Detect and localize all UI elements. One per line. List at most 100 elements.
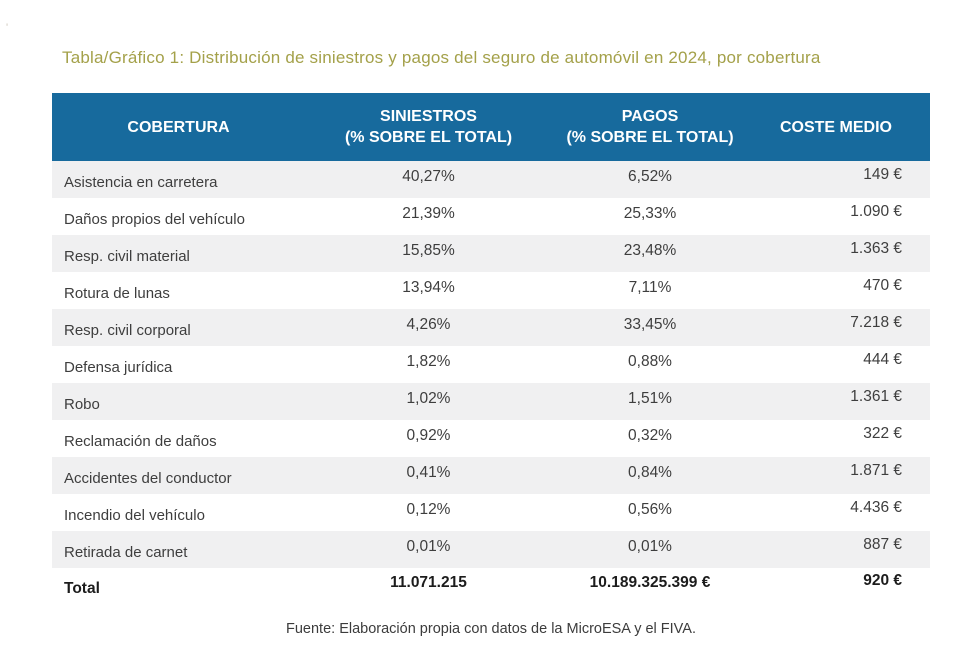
siniestros-value: 0,41% — [406, 463, 451, 481]
cell-cobertura: Resp. civil material — [52, 235, 305, 272]
pagos-value: 0,88% — [628, 352, 672, 370]
table-row: Accidentes del conductor 0,41% 0,84% 1.8… — [52, 457, 930, 494]
cell-cobertura: Accidentes del conductor — [52, 457, 305, 494]
coste-value: 1.361 € — [850, 387, 902, 405]
row-label: Daños propios del vehículo — [64, 211, 245, 228]
cell-coste-medio: 322 € — [748, 420, 930, 457]
table-row: Incendio del vehículo 0,12% 0,56% 4.436 … — [52, 494, 930, 531]
cell-pagos: 6,52% — [552, 161, 748, 198]
coste-value: 1.363 € — [850, 239, 902, 257]
table-row: Daños propios del vehículo 21,39% 25,33%… — [52, 198, 930, 235]
cell-siniestros: 0,41% — [305, 457, 552, 494]
siniestros-value: 4,26% — [406, 315, 451, 333]
column-header-cobertura: COBERTURA — [52, 93, 305, 161]
row-label: Resp. civil material — [64, 248, 190, 265]
cell-siniestros: 21,39% — [305, 198, 552, 235]
row-label: Retirada de carnet — [64, 544, 188, 561]
cell-siniestros: 1,82% — [305, 346, 552, 383]
cell-siniestros: 40,27% — [305, 161, 552, 198]
table-header: COBERTURA SINIESTROS (% SOBRE EL TOTAL) … — [52, 93, 930, 161]
table-row: Rotura de lunas 13,94% 7,11% 470 € — [52, 272, 930, 309]
cell-coste-medio: 7.218 € — [748, 309, 930, 346]
column-header-label-line2: (% SOBRE EL TOTAL) — [344, 129, 513, 146]
cell-siniestros: 13,94% — [305, 272, 552, 309]
column-header-pagos: PAGOS (% SOBRE EL TOTAL) — [552, 93, 748, 161]
cell-cobertura: Rotura de lunas — [52, 272, 305, 309]
coste-value: 887 € — [863, 535, 902, 553]
cell-siniestros: 1,02% — [305, 383, 552, 420]
pagos-value: 25,33% — [623, 204, 677, 222]
pagos-value: 0,84% — [628, 463, 672, 481]
cell-cobertura: Robo — [52, 383, 305, 420]
siniestros-value: 15,85% — [402, 241, 455, 259]
column-header-label-line2: (% SOBRE EL TOTAL) — [566, 129, 734, 146]
cell-cobertura: Retirada de carnet — [52, 531, 305, 568]
cell-coste-medio: 1.363 € — [748, 235, 930, 272]
cell-coste-medio: 444 € — [748, 346, 930, 383]
cell-cobertura: Resp. civil corporal — [52, 309, 305, 346]
cell-cobertura: Incendio del vehículo — [52, 494, 305, 531]
siniestros-value: 13,94% — [402, 278, 455, 296]
pagos-value: 0,56% — [628, 500, 672, 518]
cell-pagos: 0,32% — [552, 420, 748, 457]
total-coste-value: 920 € — [863, 572, 902, 589]
row-label: Defensa jurídica — [64, 359, 173, 376]
table-container: COBERTURA SINIESTROS (% SOBRE EL TOTAL) … — [52, 93, 930, 637]
cell-cobertura: Asistencia en carretera — [52, 161, 305, 198]
pagos-value: 7,11% — [628, 278, 672, 296]
cell-cobertura: Daños propios del vehículo — [52, 198, 305, 235]
header-row: COBERTURA SINIESTROS (% SOBRE EL TOTAL) … — [52, 93, 930, 161]
figure-title: Tabla/Gráfico 1: Distribución de siniest… — [62, 48, 821, 67]
row-label: Accidentes del conductor — [64, 470, 232, 487]
total-row: Total 11.071.215 10.189.325.399 € 920 € — [52, 568, 930, 604]
cell-cobertura: Reclamación de daños — [52, 420, 305, 457]
row-label: Incendio del vehículo — [64, 507, 205, 524]
column-header-label: COBERTURA — [127, 118, 230, 136]
cell-pagos: 0,84% — [552, 457, 748, 494]
cell-coste-medio: 1.090 € — [748, 198, 930, 235]
siniestros-value: 0,01% — [406, 537, 451, 555]
cell-pagos: 25,33% — [552, 198, 748, 235]
pagos-value: 0,01% — [628, 537, 672, 555]
table-row: Resp. civil corporal 4,26% 33,45% 7.218 … — [52, 309, 930, 346]
column-header-coste-medio: COSTE MEDIO — [748, 93, 930, 161]
table-row: Asistencia en carretera 40,27% 6,52% 149… — [52, 161, 930, 198]
coste-value: 1.090 € — [850, 202, 902, 220]
cell-coste-medio: 1.361 € — [748, 383, 930, 420]
siniestros-value: 0,12% — [406, 500, 451, 518]
table-row: Retirada de carnet 0,01% 0,01% 887 € — [52, 531, 930, 568]
cell-pagos: 33,45% — [552, 309, 748, 346]
coste-value: 322 € — [863, 424, 902, 442]
table-row: Reclamación de daños 0,92% 0,32% 322 € — [52, 420, 930, 457]
stray-mark: ' — [6, 22, 9, 34]
cell-cobertura: Defensa jurídica — [52, 346, 305, 383]
cell-total-siniestros: 11.071.215 — [305, 568, 552, 604]
cell-pagos: 0,56% — [552, 494, 748, 531]
cell-coste-medio: 149 € — [748, 161, 930, 198]
data-table: COBERTURA SINIESTROS (% SOBRE EL TOTAL) … — [52, 93, 930, 604]
total-label: Total — [64, 580, 100, 597]
source-caption: Fuente: Elaboración propia con datos de … — [286, 621, 696, 637]
row-label: Resp. civil corporal — [64, 322, 191, 339]
table-row: Robo 1,02% 1,51% 1.361 € — [52, 383, 930, 420]
pagos-value: 33,45% — [623, 315, 677, 333]
total-pagos-value: 10.189.325.399 € — [589, 574, 711, 591]
siniestros-value: 21,39% — [402, 204, 455, 222]
pagos-value: 23,48% — [623, 241, 677, 259]
cell-total-label: Total — [52, 568, 305, 604]
cell-coste-medio: 4.436 € — [748, 494, 930, 531]
pagos-value: 1,51% — [628, 389, 672, 407]
siniestros-value: 40,27% — [402, 167, 455, 185]
cell-pagos: 0,01% — [552, 531, 748, 568]
total-siniestros-value: 11.071.215 — [390, 574, 467, 591]
coste-value: 149 € — [863, 165, 902, 183]
table-row: Resp. civil material 15,85% 23,48% 1.363… — [52, 235, 930, 272]
cell-total-pagos: 10.189.325.399 € — [552, 568, 748, 604]
coste-value: 470 € — [863, 276, 902, 294]
table-body: Asistencia en carretera 40,27% 6,52% 149… — [52, 161, 930, 604]
cell-pagos: 7,11% — [552, 272, 748, 309]
column-header-siniestros: SINIESTROS (% SOBRE EL TOTAL) — [305, 93, 552, 161]
cell-siniestros: 0,01% — [305, 531, 552, 568]
cell-siniestros: 0,12% — [305, 494, 552, 531]
